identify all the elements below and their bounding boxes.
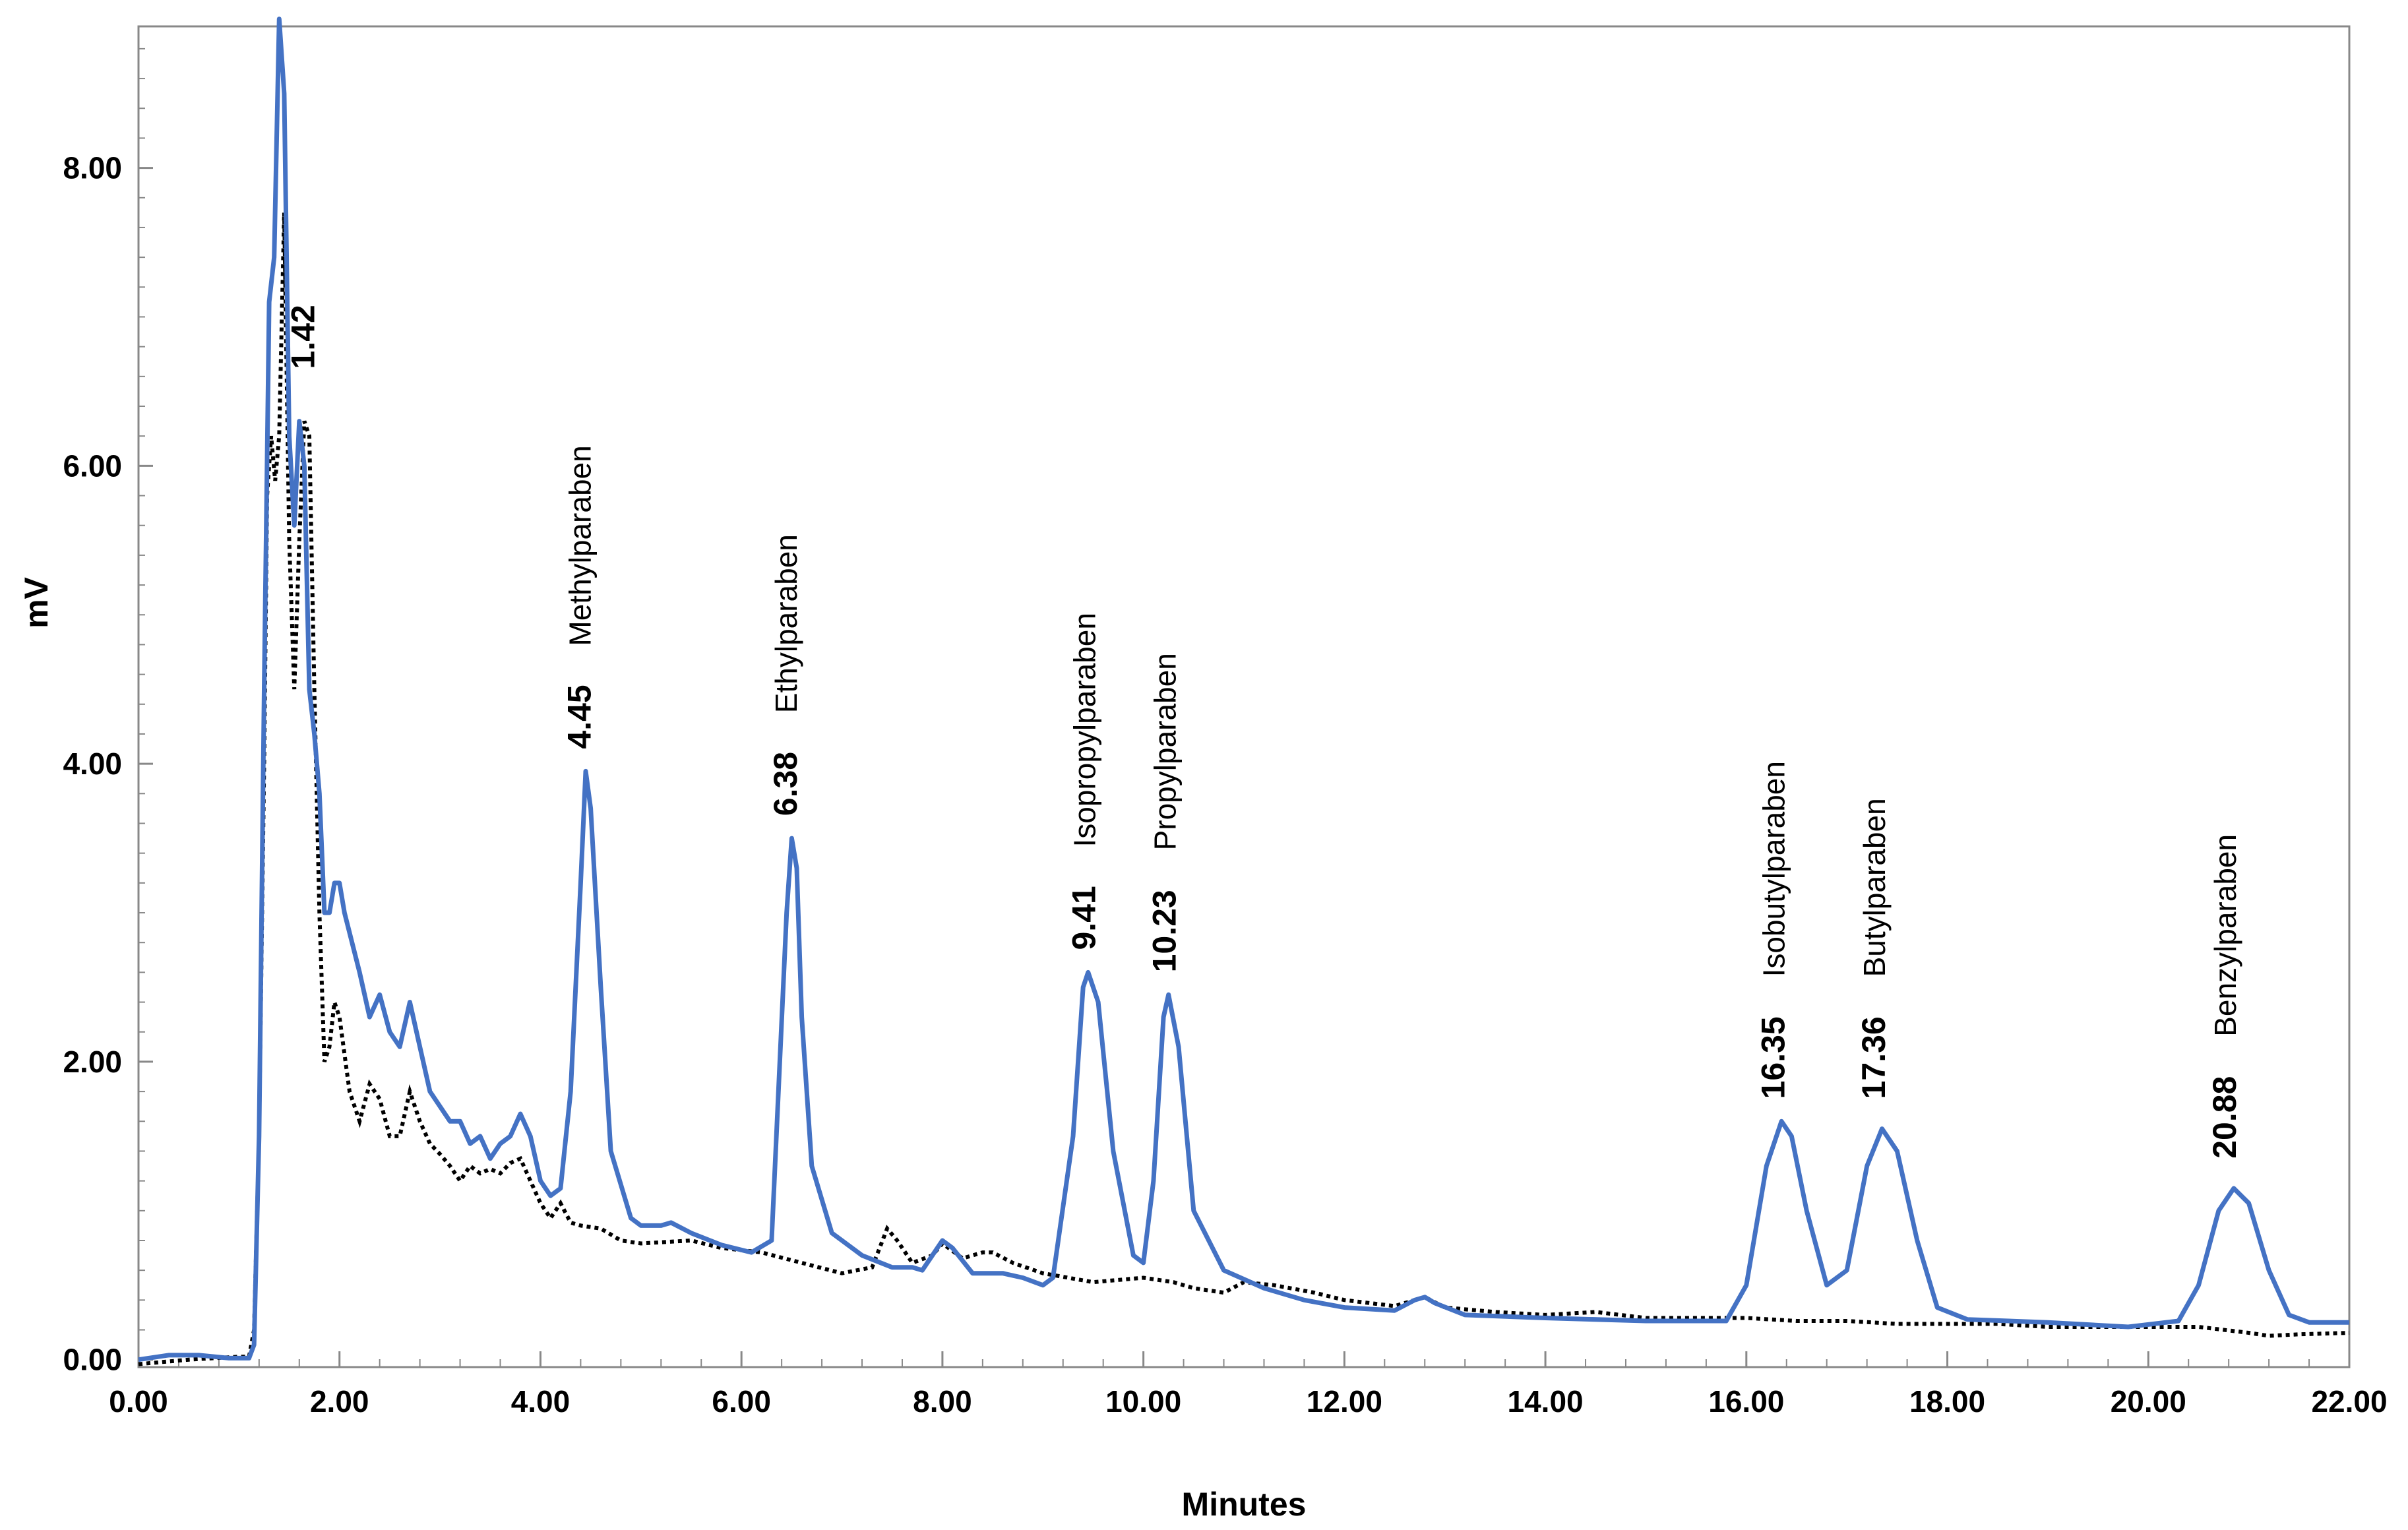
- peak-annotation: 16.35 Isobutylparaben: [1755, 761, 1792, 1099]
- peak-annotation: 6.38 Ethylparaben: [767, 534, 804, 816]
- blank-trace: [138, 212, 2350, 1366]
- peak-annotation: 9.41 Isopropylparaben: [1066, 613, 1103, 950]
- retention-time-label: 17.36: [1855, 1016, 1892, 1099]
- compound-name-label: Isopropylparaben: [1068, 613, 1102, 847]
- x-tick-label: 18.00: [1909, 1384, 1985, 1419]
- x-tick-label: 8.00: [913, 1384, 972, 1419]
- plot-frame: [137, 25, 2351, 1368]
- retention-time-label: 1.42: [285, 305, 322, 369]
- peak-annotation: 17.36 Butylparaben: [1855, 798, 1892, 1099]
- x-tick-label: 22.00: [2311, 1384, 2387, 1419]
- retention-time-label: 16.35: [1755, 1016, 1792, 1099]
- x-tick-label: 0.00: [109, 1384, 168, 1419]
- x-tick-label: 6.00: [712, 1384, 771, 1419]
- retention-time-label: 4.45: [561, 685, 598, 749]
- sample-trace: [138, 16, 2349, 1362]
- retention-time-label: 6.38: [767, 752, 804, 816]
- compound-name-label: Propylparaben: [1148, 653, 1182, 850]
- y-axis-ticks: 0.00 2.00 4.00 6.00 8.00: [63, 151, 153, 1377]
- peak-annotation: 20.88 Benzylparaben: [2206, 834, 2243, 1159]
- x-tick-label: 12.00: [1307, 1384, 1382, 1419]
- peak-annotation: 10.23 Propylparaben: [1146, 653, 1183, 972]
- x-tick-label: 14.00: [1508, 1384, 1584, 1419]
- retention-time-label: 10.23: [1146, 890, 1183, 972]
- traces: [138, 16, 2350, 1366]
- compound-name-label: Butylparaben: [1857, 798, 1892, 977]
- y-tick-label: 2.00: [63, 1045, 122, 1079]
- compound-name-label: Methylparaben: [563, 445, 598, 646]
- peak-annotation: 4.45 Methylparaben: [561, 445, 598, 749]
- x-axis-ticks: 0.00 2.00 4.00 6.00 8.00 10.00 12.00 14.00 16.00…: [109, 1351, 2388, 1419]
- y-tick-label: 6.00: [63, 448, 122, 483]
- x-tick-label: 16.00: [1708, 1384, 1784, 1419]
- x-axis-title: Minutes: [1182, 1486, 1307, 1523]
- peak-annotations: 1.42 4.45 Methylparaben 6.38 Ethylparaben 9.4…: [285, 305, 2243, 1159]
- x-tick-label: 10.00: [1105, 1384, 1181, 1419]
- y-axis-title: mV: [18, 576, 55, 628]
- compound-name-label: Isobutylparaben: [1757, 761, 1791, 977]
- y-tick-label: 4.00: [63, 747, 122, 781]
- y-tick-label: 0.00: [63, 1343, 122, 1377]
- x-tick-label: 4.00: [511, 1384, 571, 1419]
- x-tick-label: 2.00: [310, 1384, 369, 1419]
- compound-name-label: Ethylparaben: [769, 534, 803, 713]
- peak-annotation: 1.42: [285, 305, 322, 369]
- retention-time-label: 20.88: [2206, 1076, 2243, 1159]
- compound-name-label: Benzylparaben: [2208, 834, 2242, 1037]
- x-tick-label: 20.00: [2111, 1384, 2186, 1419]
- y-tick-label: 8.00: [63, 151, 122, 185]
- retention-time-label: 9.41: [1066, 886, 1103, 950]
